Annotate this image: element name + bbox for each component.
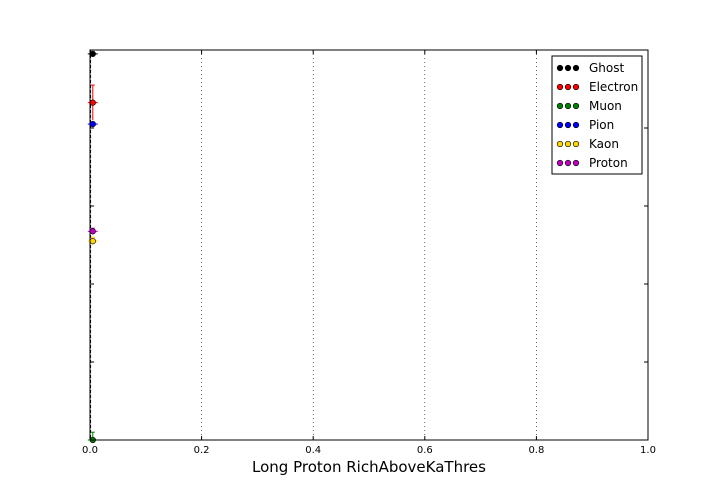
x-tick-label: 0.4 [305, 445, 321, 456]
legend-marker-muon [564, 102, 572, 110]
legend-label-ghost: Ghost [589, 61, 624, 75]
data-point-ghost [89, 50, 96, 58]
legend-marker-ghost [556, 64, 564, 72]
legend-label-kaon: Kaon [589, 137, 619, 151]
legend-marker-muon [572, 102, 580, 110]
legend-marker-muon [556, 102, 564, 110]
legend-marker-pion [572, 121, 580, 129]
legend-marker-proton [572, 159, 580, 167]
data-point-pion [89, 120, 96, 128]
legend-box [551, 55, 643, 175]
legend-marker-pion [564, 121, 572, 129]
legend-marker-electron [572, 83, 580, 91]
legend-marker-kaon [556, 140, 564, 148]
data-point-electron [89, 99, 96, 106]
legend-label-electron: Electron [589, 80, 638, 94]
x-tick-label: 0.6 [417, 445, 433, 456]
legend-marker-electron [556, 83, 564, 91]
legend: Ghost Electron Muon Pion Kaon Proton [551, 55, 643, 175]
legend-marker-ghost [564, 64, 572, 72]
legend-marker-electron [564, 83, 572, 91]
legend-label-proton: Proton [589, 156, 628, 170]
legend-marker-pion [556, 121, 564, 129]
x-tick-label: 1.0 [640, 445, 656, 456]
x-tick-label: 0.0 [82, 445, 98, 456]
x-axis-title: Long Proton RichAboveKaThres [252, 458, 486, 476]
legend-marker-proton [564, 159, 572, 167]
data-point-kaon [89, 238, 96, 245]
data-point-proton [89, 228, 96, 235]
x-tick-label: 0.2 [194, 445, 210, 456]
legend-label-muon: Muon [589, 99, 622, 113]
legend-marker-ghost [572, 64, 580, 72]
legend-label-pion: Pion [589, 118, 614, 132]
legend-marker-kaon [572, 140, 580, 148]
plot-frame [89, 49, 649, 441]
x-tick-label: 0.8 [528, 445, 544, 456]
data-points [87, 50, 98, 444]
legend-marker-proton [556, 159, 564, 167]
legend-marker-kaon [564, 140, 572, 148]
